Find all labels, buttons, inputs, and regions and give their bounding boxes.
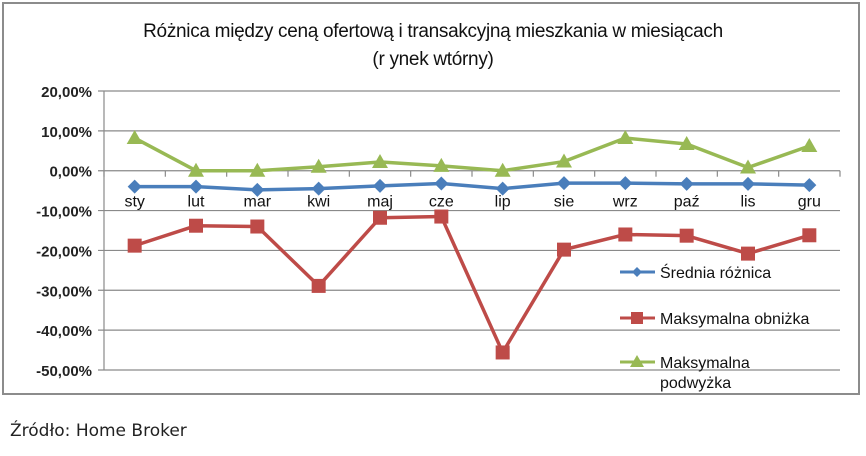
triangle-marker: [372, 153, 388, 168]
triangle-marker: [801, 138, 818, 153]
triangle-marker: [126, 130, 143, 145]
triangle-marker: [678, 136, 695, 151]
triangle-marker: [310, 158, 327, 173]
diamond-marker: [618, 176, 633, 191]
x-tick-label: gru: [798, 194, 821, 211]
triangle-marker: [188, 162, 204, 177]
x-tick-label: maj: [367, 194, 393, 211]
y-tick-label: 20,00%: [41, 84, 92, 101]
legend-label: Maksymalna obniżka: [660, 311, 810, 328]
series-triangle: [126, 130, 818, 177]
x-tick-label: lip: [495, 194, 511, 211]
series-line: [133, 136, 810, 173]
square-marker: [189, 218, 203, 233]
series-square: [127, 209, 817, 360]
legend-item: Maksymalna podwyżka: [620, 355, 750, 392]
x-tick-label: kwi: [307, 194, 330, 211]
triangle-marker: [630, 355, 644, 367]
x-tick-label: lis: [740, 194, 755, 211]
triangle-marker: [617, 130, 634, 145]
x-axis: sty lut mar kwi maj cze lip sie wrz paź lis gru: [103, 170, 841, 211]
series-line: [134, 181, 810, 192]
y-tick-label: 10,00%: [41, 124, 92, 141]
diamond-marker: [127, 179, 142, 194]
square-marker: [741, 246, 755, 261]
chart-title-line1: Różnica między ceną ofertową i transakcy…: [143, 21, 723, 42]
square-marker: [679, 228, 694, 243]
y-tick-label: 0,00%: [49, 164, 92, 181]
legend-label: Maksymalna: [660, 355, 750, 372]
legend-label: Średnia różnica: [660, 263, 771, 282]
square-marker: [557, 242, 571, 257]
series-diamond: [127, 176, 817, 197]
triangle-marker: [249, 162, 266, 177]
square-marker: [434, 209, 449, 224]
y-tick-label: -40,00%: [36, 323, 92, 340]
source-note: Źródło: Home Broker: [10, 421, 187, 441]
diamond-marker: [373, 178, 387, 193]
triangle-marker: [556, 153, 572, 168]
x-tick-label: sie: [554, 194, 575, 211]
legend-item: Maksymalna obniżka: [620, 311, 810, 328]
x-tick-label: mar: [244, 194, 272, 211]
triangle-marker: [433, 157, 450, 172]
square-marker: [250, 219, 265, 234]
diamond-marker: [741, 176, 755, 191]
square-marker: [631, 312, 643, 324]
x-tick-label: paź: [674, 194, 700, 211]
square-marker: [311, 278, 326, 293]
series-line: [134, 214, 810, 355]
line-chart: 20,00% 10,00% 0,00% -10,00% -20,00% -30,00% -4…: [36, 84, 841, 392]
square-marker: [495, 345, 510, 360]
x-tick-label: wrz: [612, 194, 638, 211]
square-marker: [373, 210, 387, 225]
chart-subtitle: (r ynek wtórny): [372, 49, 494, 70]
x-tick-label: cze: [429, 194, 454, 211]
diamond-marker: [802, 178, 817, 193]
square-marker: [802, 228, 817, 243]
y-tick-label: -30,00%: [36, 283, 92, 300]
diamond-marker: [250, 182, 265, 197]
triangle-marker: [494, 162, 511, 177]
y-axis: 20,00% 10,00% 0,00% -10,00% -20,00% -30,00% -4…: [36, 84, 105, 380]
diamond-marker: [311, 181, 326, 196]
triangle-marker: [740, 159, 756, 174]
y-tick-label: -50,00%: [36, 363, 92, 380]
diamond-marker: [434, 176, 449, 191]
data-series: [126, 130, 818, 360]
chart-frame: [2, 2, 860, 395]
chart-title: Różnica między ceną ofertową i transakcy…: [0, 18, 866, 74]
square-marker: [618, 227, 633, 242]
x-tick-label: lut: [188, 194, 205, 211]
legend-label: podwyżka: [660, 375, 731, 392]
legend: Średnia różnica Maksymalna obniżka Maksyma…: [620, 263, 810, 392]
legend-item: Średnia różnica: [620, 263, 771, 282]
diamond-marker: [557, 176, 571, 191]
x-tick-label: sty: [124, 194, 144, 211]
diamond-marker: [679, 176, 694, 191]
y-tick-label: -20,00%: [36, 243, 92, 260]
square-marker: [127, 238, 142, 253]
gridlines: [98, 90, 840, 371]
diamond-marker: [189, 179, 203, 194]
y-tick-label: -10,00%: [36, 204, 92, 221]
diamond-marker: [632, 267, 642, 277]
diamond-marker: [495, 181, 510, 196]
